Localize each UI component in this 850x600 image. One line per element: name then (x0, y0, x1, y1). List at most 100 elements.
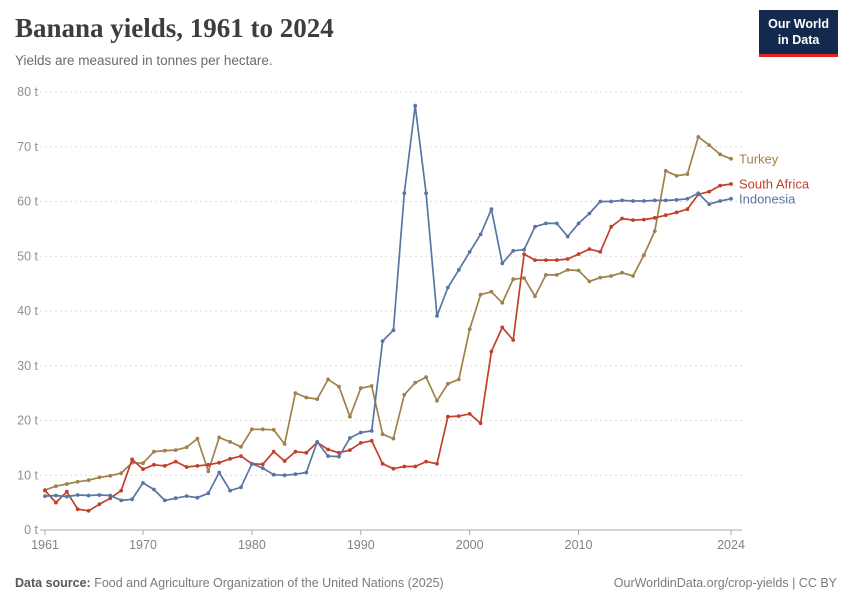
data-point-turkey-1963 (64, 482, 69, 486)
data-point-indonesia-1961 (43, 494, 47, 498)
data-point-indonesia-2001 (478, 232, 483, 237)
data-point-south-africa-1984 (293, 449, 298, 454)
data-point-turkey-2015 (631, 274, 635, 278)
data-point-turkey-2005 (522, 276, 526, 280)
data-point-south-africa-2024 (729, 182, 733, 186)
data-point-turkey-2011 (587, 279, 592, 284)
data-point-turkey-2007 (544, 273, 548, 277)
data-point-south-africa-1971 (152, 462, 156, 467)
data-point-indonesia-1974 (184, 494, 189, 498)
page-title: Banana yields, 1961 to 2024 (15, 13, 334, 43)
series-markers-turkey (43, 135, 733, 492)
data-point-indonesia-1972 (162, 498, 167, 503)
series-line-south-africa[interactable] (44, 183, 732, 512)
data-point-turkey-2019 (674, 173, 679, 178)
x-axis-label-1961: 1961 (31, 538, 59, 552)
data-point-indonesia-1986 (315, 440, 320, 444)
data-point-turkey-2000 (467, 327, 472, 331)
data-point-indonesia-1982 (271, 472, 276, 477)
data-point-turkey-1979 (239, 444, 243, 449)
data-point-turkey-1975 (195, 436, 200, 441)
data-point-south-africa-1978 (228, 456, 233, 461)
data-point-south-africa-1979 (239, 454, 243, 458)
data-point-indonesia-1967 (108, 493, 113, 498)
y-axis-label-40t: 40 t (17, 304, 38, 318)
data-point-south-africa-2020 (685, 207, 690, 212)
data-point-south-africa-2011 (587, 247, 592, 252)
data-point-turkey-1966 (97, 475, 102, 480)
data-point-indonesia-1998 (446, 285, 450, 290)
data-point-indonesia-1991 (369, 429, 374, 433)
data-point-indonesia-1976 (206, 491, 211, 496)
data-point-turkey-1994 (402, 392, 407, 397)
data-point-indonesia-2008 (554, 221, 559, 226)
data-point-south-africa-2010 (576, 252, 581, 256)
data-point-turkey-1977 (217, 435, 222, 440)
data-point-turkey-2010 (576, 268, 581, 273)
data-point-turkey-2008 (554, 273, 559, 277)
data-point-south-africa-1993 (391, 466, 396, 471)
data-point-south-africa-2000 (467, 412, 472, 416)
data-point-turkey-2013 (609, 274, 614, 278)
data-point-turkey-1973 (173, 448, 178, 452)
data-point-indonesia-2007 (544, 221, 548, 226)
data-point-turkey-1991 (369, 384, 374, 388)
data-point-turkey-1982 (271, 427, 276, 432)
data-point-south-africa-2015 (631, 218, 635, 223)
data-point-indonesia-2004 (511, 248, 516, 253)
y-axis-label-20t: 20 t (17, 414, 38, 428)
x-axis-label-2000: 2000 (456, 538, 484, 552)
data-point-turkey-1983 (282, 442, 287, 446)
x-axis-label-2010: 2010 (565, 538, 593, 552)
data-point-turkey-2012 (598, 275, 603, 280)
data-point-turkey-1965 (86, 478, 91, 483)
data-point-south-africa-2001 (478, 421, 483, 426)
data-point-south-africa-1987 (326, 447, 330, 452)
x-axis-label-1980: 1980 (238, 538, 266, 552)
series-label-indonesia[interactable]: Indonesia (739, 191, 796, 206)
data-point-indonesia-1984 (293, 472, 298, 477)
data-point-turkey-1968 (119, 471, 124, 475)
data-point-turkey-1984 (293, 391, 298, 395)
data-point-south-africa-1970 (141, 467, 145, 472)
data-point-turkey-1978 (228, 440, 233, 444)
data-source-text: Food and Agriculture Organization of the… (90, 576, 444, 590)
data-point-turkey-1985 (304, 395, 309, 400)
data-point-indonesia-2006 (533, 224, 537, 229)
data-point-south-africa-1981 (260, 462, 265, 467)
data-point-south-africa-2003 (500, 325, 505, 330)
series-label-south-africa[interactable]: South Africa (739, 176, 810, 191)
data-source: Data source: Food and Agriculture Organi… (15, 576, 444, 590)
series-label-turkey[interactable]: Turkey (739, 151, 779, 166)
x-axis-label-1990: 1990 (347, 538, 375, 552)
data-point-indonesia-2023 (718, 199, 722, 203)
data-point-indonesia-1968 (119, 498, 124, 503)
data-point-south-africa-2009 (565, 257, 570, 261)
data-point-turkey-1964 (75, 479, 80, 484)
data-point-turkey-2020 (685, 172, 690, 177)
series-line-indonesia[interactable] (44, 104, 732, 502)
data-point-south-africa-1985 (304, 450, 309, 455)
data-point-south-africa-2012 (598, 250, 603, 254)
data-point-turkey-1996 (424, 375, 428, 380)
owid-logo[interactable]: Our World in Data (759, 10, 838, 57)
data-point-turkey-2023 (718, 152, 722, 157)
chart-header: Banana yields, 1961 to 2024 Yields are m… (15, 10, 838, 68)
data-point-south-africa-1968 (119, 488, 124, 493)
data-point-south-africa-1997 (435, 461, 439, 466)
data-point-indonesia-1983 (282, 473, 287, 478)
data-point-south-africa-2018 (663, 213, 668, 218)
data-point-turkey-1998 (446, 381, 450, 386)
data-point-indonesia-2000 (467, 250, 472, 254)
data-point-indonesia-1995 (413, 103, 418, 108)
y-axis-label-0t: 0 t (24, 523, 38, 537)
y-axis-label-50t: 50 t (17, 249, 38, 263)
series-line-turkey[interactable] (44, 136, 732, 491)
data-point-south-africa-1975 (195, 464, 200, 468)
data-point-south-africa-1990 (358, 441, 363, 445)
data-point-south-africa-1964 (75, 507, 80, 512)
data-point-south-africa-2002 (489, 349, 494, 354)
data-point-indonesia-1962 (54, 493, 58, 498)
data-point-turkey-2021 (696, 135, 701, 139)
data-point-south-africa-2014 (620, 216, 624, 221)
